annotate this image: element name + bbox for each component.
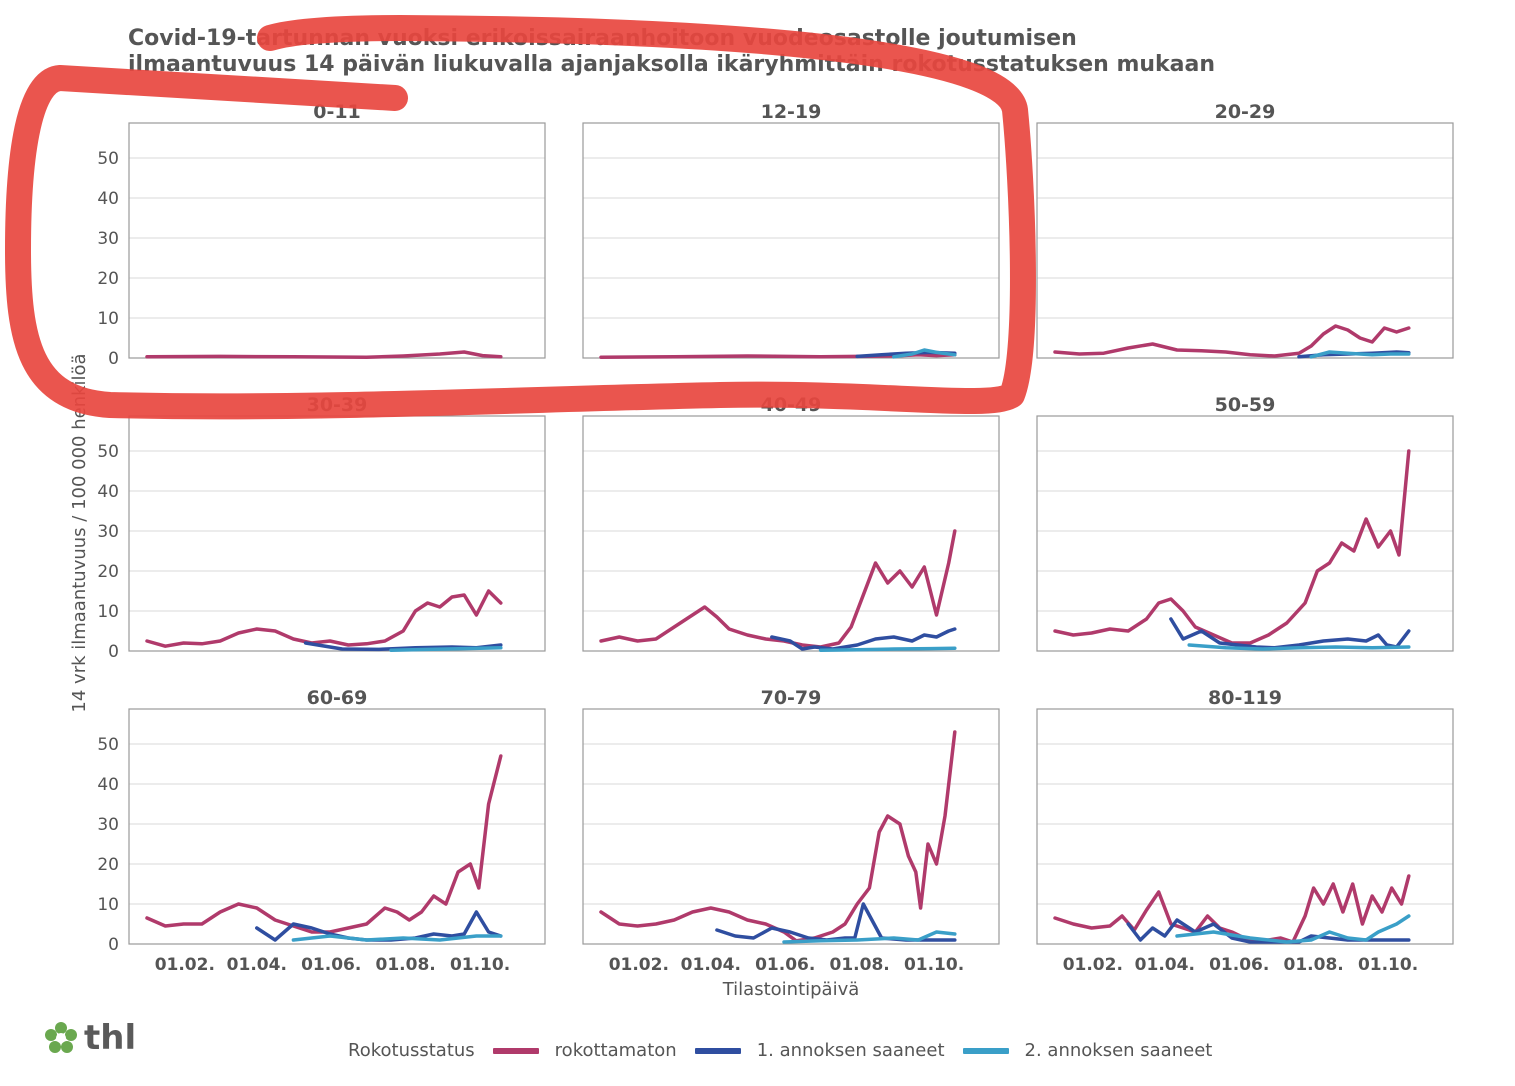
panel-frame bbox=[1036, 122, 1454, 359]
legend-swatch bbox=[694, 1047, 741, 1054]
x-tick-label: 01.04. bbox=[1135, 955, 1195, 975]
x-axis-label: Tilastointipäivä bbox=[722, 979, 860, 1000]
panel-70-79: 70-79 01.02. 01.04. 01.06. 01.08. 01.10. bbox=[582, 687, 1000, 975]
series-line-2-annos bbox=[291, 934, 503, 942]
series-line-1-annos bbox=[1169, 617, 1411, 650]
series-line-2-annos bbox=[1175, 914, 1411, 944]
y-tick-label: 40 bbox=[97, 189, 119, 209]
panel-frame bbox=[1036, 415, 1454, 652]
panel-12-19: 12-19 bbox=[582, 101, 1000, 359]
x-tick-label: 01.02. bbox=[1063, 955, 1123, 975]
legend-item-rokottamaton: rokottamaton bbox=[492, 1040, 677, 1061]
series-line-2-annos bbox=[818, 646, 957, 652]
x-tick-label: 01.10. bbox=[1358, 955, 1418, 975]
y-tick-label: 0 bbox=[108, 642, 119, 662]
y-tick-label: 0 bbox=[108, 349, 119, 369]
x-tick-label: 01.10. bbox=[450, 955, 510, 975]
panel-title: 12-19 bbox=[761, 101, 822, 123]
y-axis-label: 14 vrk ilmaantuvuus / 100 000 henkilöä bbox=[69, 353, 90, 712]
x-tick-label: 01.02. bbox=[155, 955, 215, 975]
x-tick-label: 01.02. bbox=[609, 955, 669, 975]
series-line-rokottamaton bbox=[145, 589, 503, 648]
series-line-2-annos bbox=[1309, 350, 1411, 359]
y-tick-label: 50 bbox=[97, 442, 119, 462]
panel-20-29: 20-29 bbox=[1036, 101, 1454, 359]
legend-label: 2. annoksen saaneet bbox=[1024, 1040, 1213, 1061]
panel-50-59: 50-59 bbox=[1036, 394, 1454, 652]
y-tick-label: 20 bbox=[97, 269, 119, 289]
legend-swatch bbox=[492, 1047, 539, 1054]
thl-logo: thl bbox=[44, 1018, 136, 1058]
y-tick-label: 30 bbox=[97, 229, 119, 249]
series-line-1-annos bbox=[770, 627, 957, 651]
panel-frame bbox=[128, 708, 546, 945]
panel-80-119: 80-119 01.02. 01.04. 01.06. 01.08. 01.10. bbox=[1036, 687, 1454, 975]
legend-label: 1. annoksen saaneet bbox=[756, 1040, 945, 1061]
x-tick-label: 01.04. bbox=[681, 955, 741, 975]
y-tick-label: 40 bbox=[97, 775, 119, 795]
x-tick-label: 01.10. bbox=[904, 955, 964, 975]
series-line-rokottamaton bbox=[145, 350, 503, 359]
legend-item-2-annos: 2. annoksen saaneet bbox=[962, 1040, 1213, 1061]
y-tick-label: 40 bbox=[97, 482, 119, 502]
panel-title: 60-69 bbox=[307, 687, 368, 709]
series-line-2-annos bbox=[782, 930, 957, 944]
y-tick-label: 0 bbox=[108, 935, 119, 955]
legend-title: Rokotusstatus bbox=[348, 1040, 475, 1061]
panel-title: 80-119 bbox=[1208, 687, 1282, 709]
y-tick-label: 20 bbox=[97, 855, 119, 875]
series-line-rokottamaton bbox=[599, 529, 957, 649]
x-tick-label: 01.06. bbox=[755, 955, 815, 975]
thl-logo-text: thl bbox=[84, 1018, 137, 1058]
series-line-rokottamaton bbox=[1053, 324, 1411, 358]
panel-title: 30-39 bbox=[307, 394, 368, 416]
series-line-2-annos bbox=[1187, 643, 1411, 651]
legend: Rokotusstatus rokottamaton 1. annoksen s… bbox=[348, 1040, 1230, 1061]
series-line-rokottamaton bbox=[599, 730, 957, 943]
panel-title: 20-29 bbox=[1215, 101, 1276, 123]
y-tick-label: 50 bbox=[97, 735, 119, 755]
y-tick-label: 20 bbox=[97, 562, 119, 582]
panel-40-49: 40-49 bbox=[582, 394, 1000, 652]
x-tick-label: 01.08. bbox=[376, 955, 436, 975]
panel-frame bbox=[582, 708, 1000, 945]
panel-frame bbox=[1036, 708, 1454, 945]
panel-title: 50-59 bbox=[1215, 394, 1276, 416]
series-line-rokottamaton bbox=[1053, 449, 1411, 645]
panel-grid: 0-11 0 10 20 30 40 50 12-19 20-29 30-39 0 10 20 30 40 5… bbox=[97, 101, 1454, 975]
panel-title: 40-49 bbox=[761, 394, 822, 416]
panel-title: 0-11 bbox=[313, 101, 361, 123]
x-tick-label: 01.08. bbox=[830, 955, 890, 975]
x-tick-label: 01.06. bbox=[301, 955, 361, 975]
panel-60-69: 60-69 0 10 20 30 40 50 01.02. 01.04. 01.06. 01.08.… bbox=[97, 687, 546, 975]
x-tick-label: 01.06. bbox=[1209, 955, 1269, 975]
y-tick-label: 30 bbox=[97, 522, 119, 542]
y-tick-label: 10 bbox=[97, 602, 119, 622]
legend-item-1-annos: 1. annoksen saaneet bbox=[694, 1040, 945, 1061]
series-line-2-annos bbox=[389, 646, 503, 652]
panel-title: 70-79 bbox=[761, 687, 822, 709]
legend-label: rokottamaton bbox=[554, 1040, 677, 1061]
flower-icon bbox=[45, 1022, 77, 1053]
y-tick-label: 30 bbox=[97, 815, 119, 835]
series-line-rokottamaton bbox=[145, 754, 503, 934]
series-line-rokottamaton bbox=[1053, 874, 1411, 944]
y-tick-label: 50 bbox=[97, 149, 119, 169]
x-tick-label: 01.08. bbox=[1284, 955, 1344, 975]
legend-swatch bbox=[962, 1047, 1009, 1054]
x-tick-label: 01.04. bbox=[227, 955, 287, 975]
y-tick-label: 10 bbox=[97, 309, 119, 329]
panel-30-39: 30-39 0 10 20 30 40 50 bbox=[97, 394, 546, 662]
y-tick-label: 10 bbox=[97, 895, 119, 915]
panel-0-11: 0-11 0 10 20 30 40 50 bbox=[97, 101, 546, 369]
